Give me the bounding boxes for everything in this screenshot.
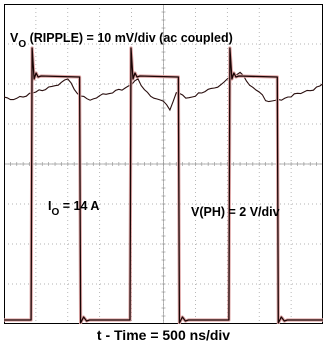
phase-scale-label: V(PH) = 2 V/div bbox=[191, 205, 280, 219]
x-axis-label: t - Time = 500 ns/div bbox=[96, 327, 231, 343]
ripple-trace bbox=[4, 71, 323, 112]
traces bbox=[4, 46, 323, 324]
phase-voltage-trace bbox=[4, 47, 323, 324]
current-scale-label: IO = 14 A bbox=[48, 199, 99, 218]
ripple-scale-label: VO (RIPPLE) = 10 mV/div (ac coupled) bbox=[10, 31, 233, 50]
plot-border bbox=[4, 4, 323, 324]
oscilloscope-plot: VO (RIPPLE) = 10 mV/div (ac coupled) IO … bbox=[4, 4, 323, 324]
